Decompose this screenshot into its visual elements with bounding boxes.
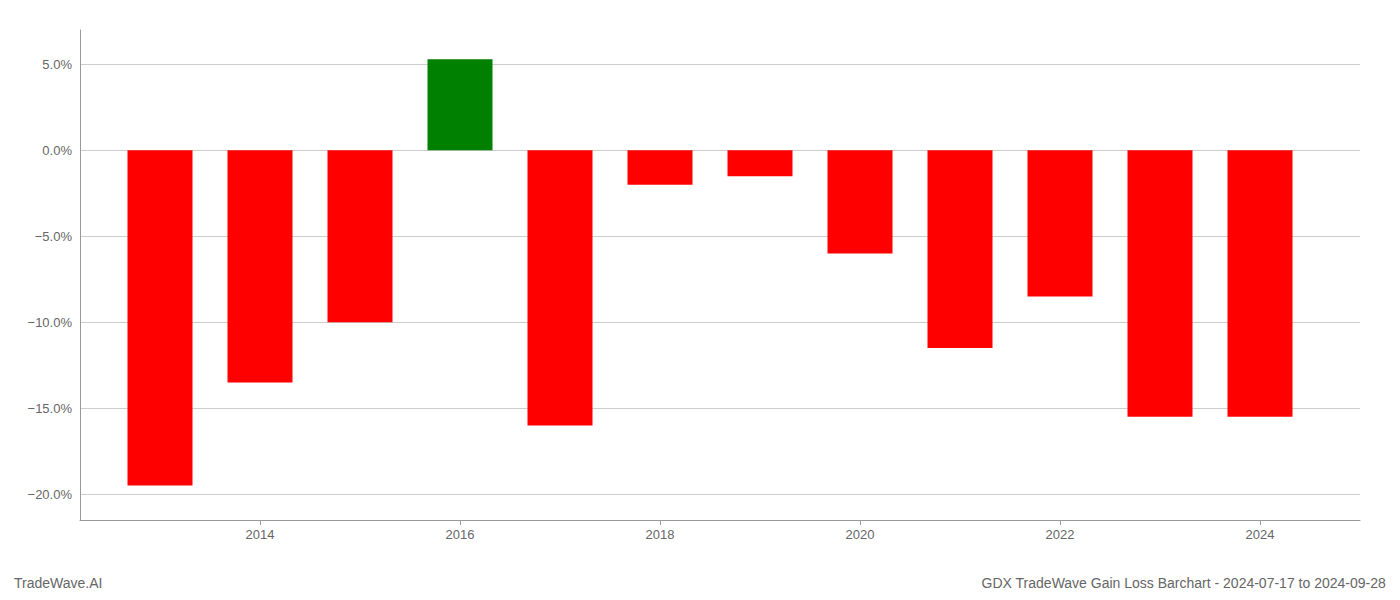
svg-text:2022: 2022 — [1046, 527, 1075, 542]
svg-text:2016: 2016 — [446, 527, 475, 542]
svg-text:TradeWave.AI: TradeWave.AI — [14, 575, 102, 591]
svg-text:2014: 2014 — [246, 527, 275, 542]
svg-text:2024: 2024 — [1246, 527, 1275, 542]
svg-text:−5.0%: −5.0% — [35, 229, 73, 244]
svg-text:GDX TradeWave Gain Loss Barcha: GDX TradeWave Gain Loss Barchart - 2024-… — [982, 575, 1386, 591]
svg-text:2020: 2020 — [846, 527, 875, 542]
svg-text:5.0%: 5.0% — [42, 57, 72, 72]
svg-text:2018: 2018 — [646, 527, 675, 542]
svg-text:−15.0%: −15.0% — [28, 401, 73, 416]
svg-text:−10.0%: −10.0% — [28, 315, 73, 330]
svg-text:0.0%: 0.0% — [42, 143, 72, 158]
svg-text:−20.0%: −20.0% — [28, 487, 73, 502]
